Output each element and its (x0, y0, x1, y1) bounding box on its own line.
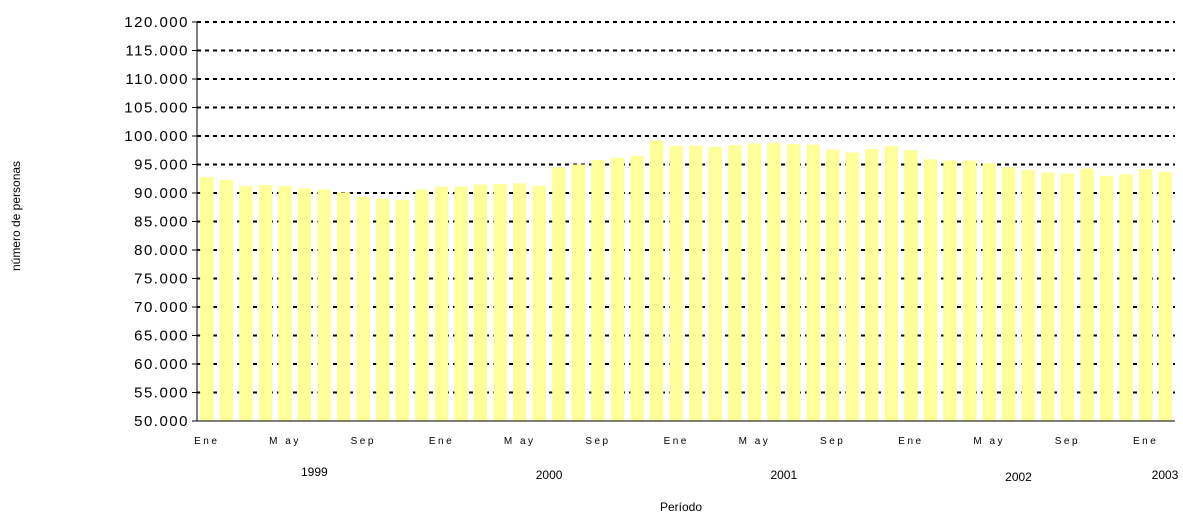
bar (415, 189, 429, 421)
x-tick-label: Sep (585, 436, 610, 447)
bar (1158, 171, 1172, 421)
bar (200, 177, 214, 421)
bar (356, 196, 370, 421)
x-tick-label: Ene (664, 436, 689, 447)
year-label: 2003 (1152, 468, 1179, 482)
bar (1139, 169, 1153, 421)
y-tick-label: 65.000 (134, 328, 189, 345)
bar (454, 186, 468, 421)
bar (728, 145, 742, 421)
x-tick-label: Sep (351, 436, 376, 447)
y-tick-label: 60.000 (134, 356, 189, 373)
bar (1119, 174, 1133, 421)
bar (904, 150, 918, 421)
bar (747, 143, 762, 421)
year-label: 2001 (770, 468, 797, 482)
y-tick-label: 90.000 (134, 185, 189, 202)
bar (1099, 175, 1114, 421)
y-tick-label: 120.000 (124, 14, 189, 31)
bar (923, 159, 938, 421)
bar (1041, 172, 1055, 421)
y-tick-label: 85.000 (134, 214, 189, 231)
bar (826, 149, 840, 421)
x-tick-label: Ene (898, 436, 923, 447)
bar (669, 145, 683, 421)
bar (297, 188, 312, 421)
bar (278, 186, 292, 421)
y-tick-label: 80.000 (134, 242, 189, 259)
bar (806, 144, 820, 422)
bar (395, 199, 410, 421)
y-tick-label: 100.000 (124, 128, 189, 145)
bar (552, 167, 566, 421)
bar (1021, 170, 1035, 421)
x-tick-label: M ay (973, 436, 1005, 447)
x-tick-label: Sep (1055, 436, 1080, 447)
bar (786, 143, 801, 422)
x-tick-label: Ene (1133, 436, 1158, 447)
bar (689, 145, 703, 421)
y-tick-label: 105.000 (124, 100, 189, 117)
y-tick-label: 70.000 (134, 299, 189, 316)
bar (610, 157, 625, 421)
bar (337, 192, 351, 421)
x-tick-label: M ay (739, 436, 771, 447)
x-tick-label: M ay (269, 436, 301, 447)
bar (630, 155, 644, 421)
bar (767, 142, 781, 421)
bar (493, 183, 507, 421)
bar (943, 160, 957, 421)
bar (513, 183, 527, 421)
bar (258, 185, 273, 421)
bar (219, 179, 233, 421)
y-axis-title: número de personas (9, 161, 23, 271)
bar (1002, 167, 1016, 421)
y-tick-label: 95.000 (134, 157, 189, 174)
bar (591, 159, 605, 421)
year-label: 2000 (536, 468, 563, 482)
year-label: 1999 (301, 465, 328, 479)
bar (239, 186, 253, 421)
y-tick-label: 50.000 (134, 413, 189, 430)
year-label: 2002 (1005, 470, 1032, 484)
x-tick-label: Ene (194, 436, 219, 447)
bar (434, 186, 449, 421)
y-axis: 50.000 55.000 60.000 65.000 70.000 75.000 80.0… (124, 14, 198, 430)
x-tick-label: Ene (429, 436, 454, 447)
bar (1060, 173, 1075, 421)
bar (571, 164, 586, 421)
bar (962, 160, 977, 421)
bar (650, 140, 664, 421)
bar (845, 152, 859, 421)
y-tick-label: 115.000 (125, 43, 189, 60)
bar (317, 189, 331, 421)
bar (982, 163, 996, 422)
bars (200, 140, 1172, 422)
x-axis-title: Período (660, 500, 702, 513)
bar (865, 149, 879, 422)
x-tick-label: M ay (504, 436, 536, 447)
bar (884, 146, 899, 421)
bar (376, 198, 390, 421)
y-tick-label: 110.000 (125, 71, 189, 88)
y-tick-label: 55.000 (134, 385, 189, 402)
bar (532, 185, 546, 421)
bar (473, 184, 488, 421)
x-tick-label: Sep (820, 436, 845, 447)
x-axis: Ene M ay Sep Ene M ay Sep Ene M ay Sep Ene M ay Sep… (194, 420, 1179, 484)
bar (708, 146, 722, 421)
y-tick-label: 75.000 (134, 271, 189, 288)
bar (1080, 168, 1094, 421)
